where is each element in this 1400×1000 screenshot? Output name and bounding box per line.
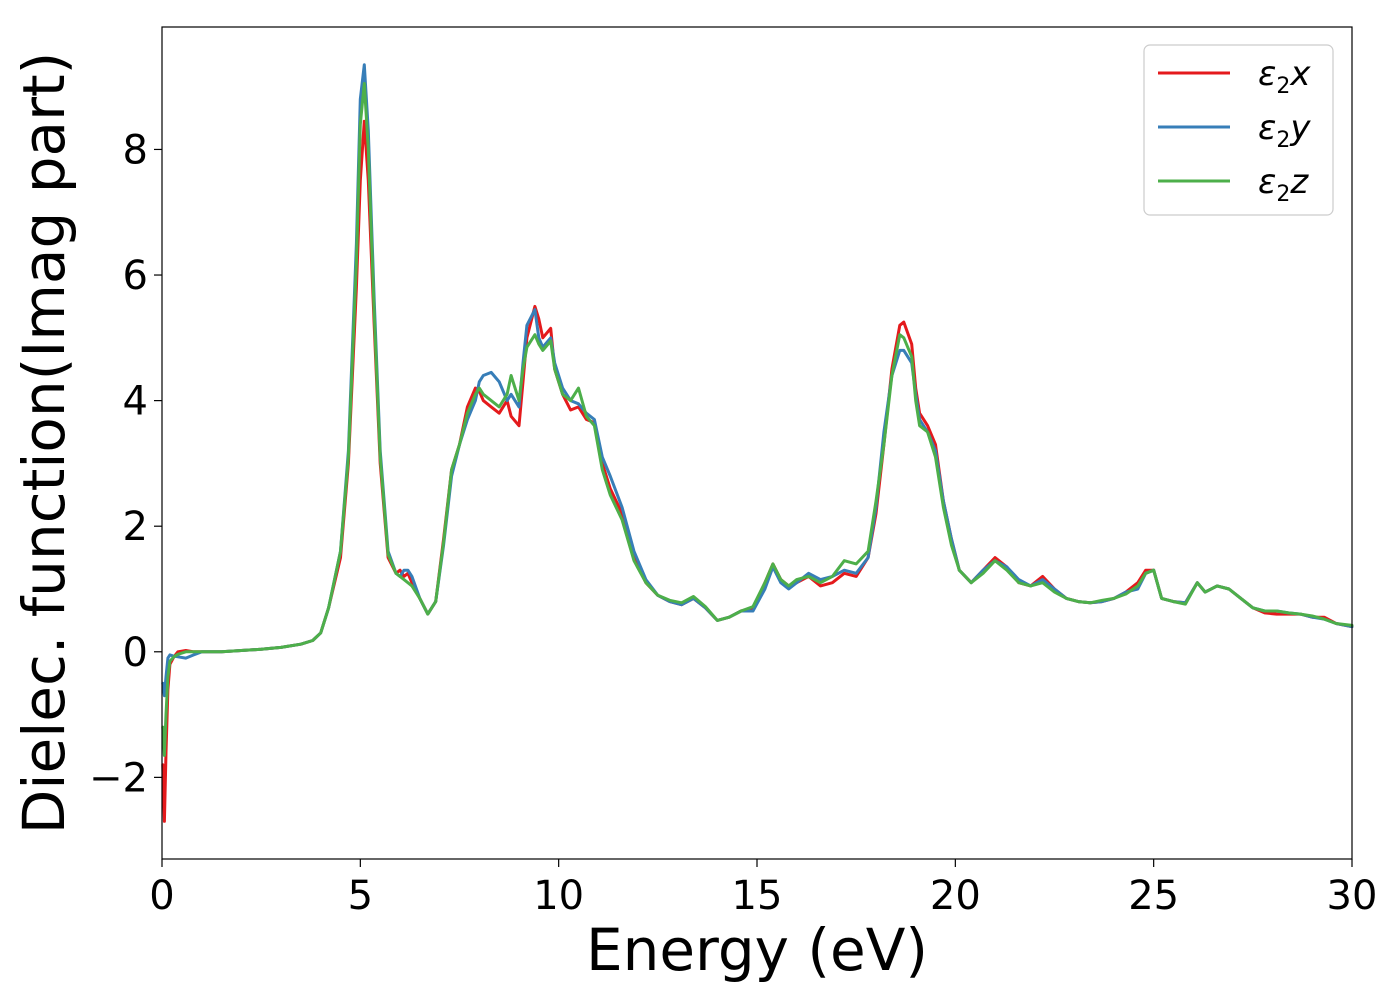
y-tick-label: 4 <box>123 379 148 425</box>
legend-box <box>1143 44 1334 216</box>
y-tick-label: 0 <box>123 630 148 676</box>
x-tick-label: 25 <box>1128 873 1179 919</box>
legend-label-x: ε2x <box>1258 54 1311 99</box>
x-tick-label: 0 <box>149 873 174 919</box>
series-line-z <box>161 82 1354 757</box>
x-tick-label: 5 <box>348 873 373 919</box>
y-tick-label: 2 <box>123 504 148 550</box>
y-tick-label: 6 <box>123 253 148 299</box>
legend: ε2x ε2y ε2z <box>1143 44 1334 216</box>
x-tick-label: 10 <box>533 873 584 919</box>
y-tick-label: −2 <box>89 755 148 801</box>
x-tick-label: 15 <box>732 873 783 919</box>
x-tick-label: 20 <box>930 873 981 919</box>
y-tick-label: 8 <box>123 127 148 173</box>
series-layer <box>161 63 1354 823</box>
y-axis: −2 0 2 4 6 8 <box>89 127 162 801</box>
legend-label-z: ε2z <box>1258 162 1309 207</box>
x-axis-title: Energy (eV) <box>586 916 928 984</box>
x-tick-label: 30 <box>1327 873 1378 919</box>
x-axis: 0 5 10 15 20 25 30 <box>149 859 1377 919</box>
legend-items: ε2x ε2y ε2z <box>1158 54 1311 207</box>
legend-label-y: ε2y <box>1258 108 1311 153</box>
y-axis-title: Dielec. function(Imag part) <box>10 52 78 835</box>
